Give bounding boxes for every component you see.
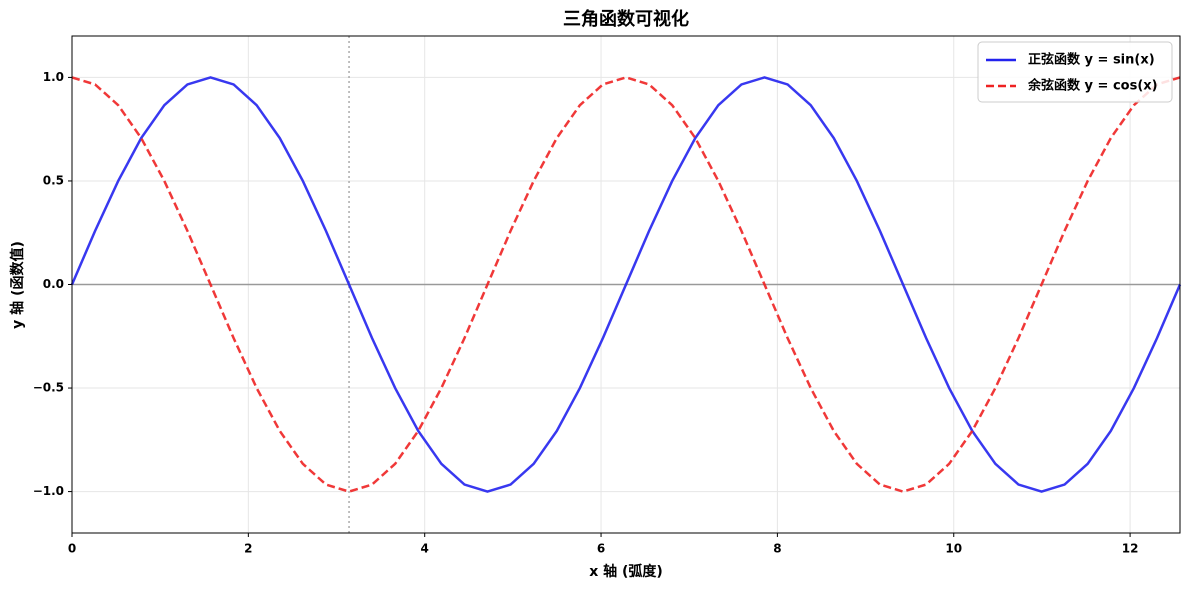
x-tick-label: 6 [597,542,605,556]
y-tick-label: 1.0 [43,70,64,84]
x-tick-label: 8 [773,542,781,556]
plot-frame [71,35,1181,534]
legend-label: 余弦函数 y = cos(x) [1027,78,1158,94]
chart-title: 三角函数可视化 [563,8,689,30]
x-tick-label: 4 [421,542,429,556]
y-tick-label: −1.0 [33,484,64,498]
y-tick-label: 0.5 [43,173,64,187]
y-tick-label: 0.0 [43,277,64,291]
legend-box [977,41,1173,103]
y-axis-label: y 轴 (函数值) [9,241,26,329]
x-tick-label: 0 [68,542,76,556]
line-series [70,76,1182,493]
x-tick-label: 10 [945,542,962,556]
x-axis-label: x 轴 (弧度) [589,563,663,580]
legend-label: 正弦函数 y = sin(x) [1028,52,1155,68]
x-tick-label: 2 [244,542,252,556]
x-tick-label: 12 [1122,542,1139,556]
y-tick-label: −0.5 [33,381,64,395]
